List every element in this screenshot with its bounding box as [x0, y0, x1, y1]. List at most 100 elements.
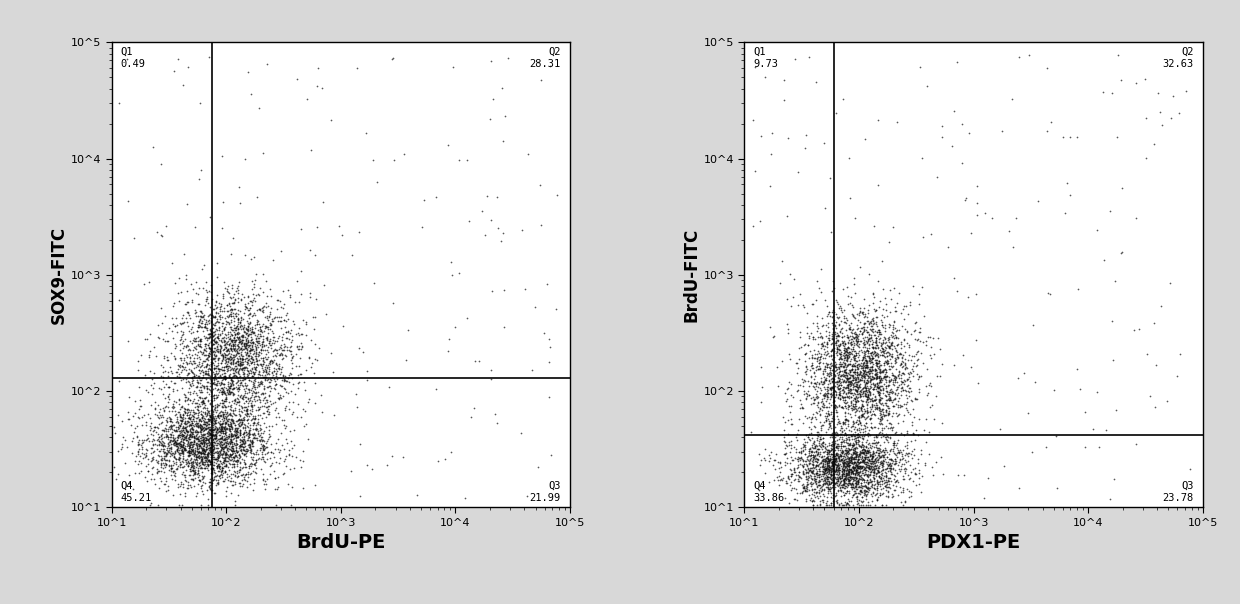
Point	[857, 403, 877, 413]
Point	[836, 470, 856, 480]
Point	[839, 441, 859, 451]
Point	[274, 315, 294, 325]
Point	[190, 365, 210, 375]
Point	[223, 388, 243, 398]
Point	[842, 403, 862, 413]
Point	[253, 353, 273, 363]
Point	[858, 364, 878, 374]
Point	[909, 327, 929, 337]
Point	[890, 429, 910, 439]
Point	[872, 315, 892, 324]
Point	[179, 417, 198, 426]
Point	[249, 370, 269, 380]
Point	[853, 445, 873, 454]
Point	[837, 457, 857, 467]
Point	[806, 468, 826, 478]
Point	[192, 430, 212, 440]
Point	[880, 394, 900, 404]
Point	[255, 479, 275, 489]
Point	[236, 402, 255, 411]
Point	[193, 445, 213, 455]
Point	[275, 375, 295, 385]
Point	[216, 434, 236, 443]
Point	[867, 484, 887, 493]
Point	[280, 292, 300, 302]
Point	[908, 347, 928, 357]
Point	[868, 361, 888, 370]
Point	[216, 330, 236, 339]
Point	[853, 388, 873, 398]
Point	[156, 486, 176, 495]
Point	[853, 440, 873, 449]
Point	[119, 414, 139, 424]
Point	[179, 358, 198, 367]
Point	[807, 332, 827, 341]
Point	[232, 442, 252, 451]
Point	[921, 462, 941, 472]
Point	[841, 397, 861, 406]
Point	[854, 345, 874, 355]
Point	[857, 388, 877, 397]
Point	[237, 462, 257, 472]
Point	[866, 400, 885, 410]
Point	[843, 382, 863, 392]
Point	[196, 452, 216, 462]
Point	[249, 369, 269, 379]
Point	[186, 432, 206, 442]
Point	[827, 443, 847, 452]
Point	[239, 329, 259, 338]
Point	[177, 368, 197, 378]
Point	[216, 371, 236, 381]
Point	[112, 439, 131, 449]
Point	[165, 437, 185, 446]
Point	[879, 335, 899, 344]
Point	[175, 392, 195, 402]
Point	[129, 414, 149, 423]
Point	[186, 443, 206, 453]
Point	[275, 423, 295, 433]
Point	[207, 410, 227, 420]
Point	[184, 333, 203, 343]
Point	[238, 330, 258, 339]
Point	[869, 391, 889, 400]
Point	[909, 479, 929, 489]
Point	[229, 378, 249, 388]
Point	[233, 335, 253, 345]
Point	[861, 413, 880, 423]
Point	[843, 476, 863, 486]
Point	[904, 413, 924, 422]
Point	[247, 469, 267, 478]
Point	[241, 448, 260, 457]
Point	[233, 354, 253, 364]
Point	[150, 440, 170, 450]
Point	[202, 432, 222, 442]
Point	[849, 423, 869, 433]
Point	[799, 432, 818, 442]
Point	[825, 432, 844, 442]
Point	[154, 373, 174, 382]
Point	[219, 451, 239, 461]
Point	[899, 384, 919, 393]
Point	[867, 460, 887, 469]
Point	[232, 420, 252, 429]
Point	[262, 326, 281, 336]
Point	[165, 471, 185, 481]
Point	[832, 469, 852, 478]
Point	[861, 414, 880, 423]
Point	[198, 416, 218, 425]
Point	[844, 468, 864, 478]
Point	[202, 430, 222, 440]
Point	[229, 449, 249, 459]
Point	[854, 458, 874, 468]
Point	[877, 482, 897, 492]
Point	[825, 362, 844, 371]
Point	[270, 381, 290, 390]
Point	[832, 402, 852, 412]
Point	[213, 422, 233, 431]
Point	[184, 444, 203, 454]
Point	[211, 467, 231, 477]
Point	[237, 403, 257, 413]
Point	[861, 463, 880, 472]
Point	[201, 417, 221, 427]
Point	[859, 448, 879, 457]
